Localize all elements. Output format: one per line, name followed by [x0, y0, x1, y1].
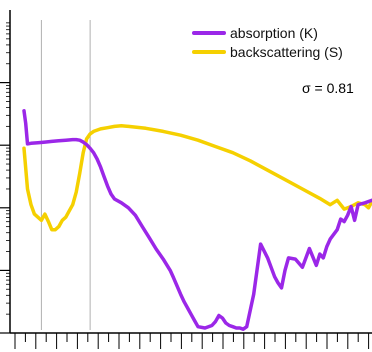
- legend-label-absorption: absorption (K): [230, 25, 318, 41]
- series-layer: [22, 109, 372, 331]
- backscattering-line: [22, 124, 372, 232]
- legend: absorption (K) backscattering (S): [192, 25, 343, 60]
- x-axis-ticks: [14, 333, 370, 349]
- legend-label-backscattering: backscattering (S): [230, 44, 343, 60]
- y-axis-ticks: [0, 22, 10, 334]
- sigma-annotation: σ = 0.81: [302, 80, 354, 96]
- vertical-markers: [40, 20, 91, 330]
- absorption-line: [22, 109, 372, 331]
